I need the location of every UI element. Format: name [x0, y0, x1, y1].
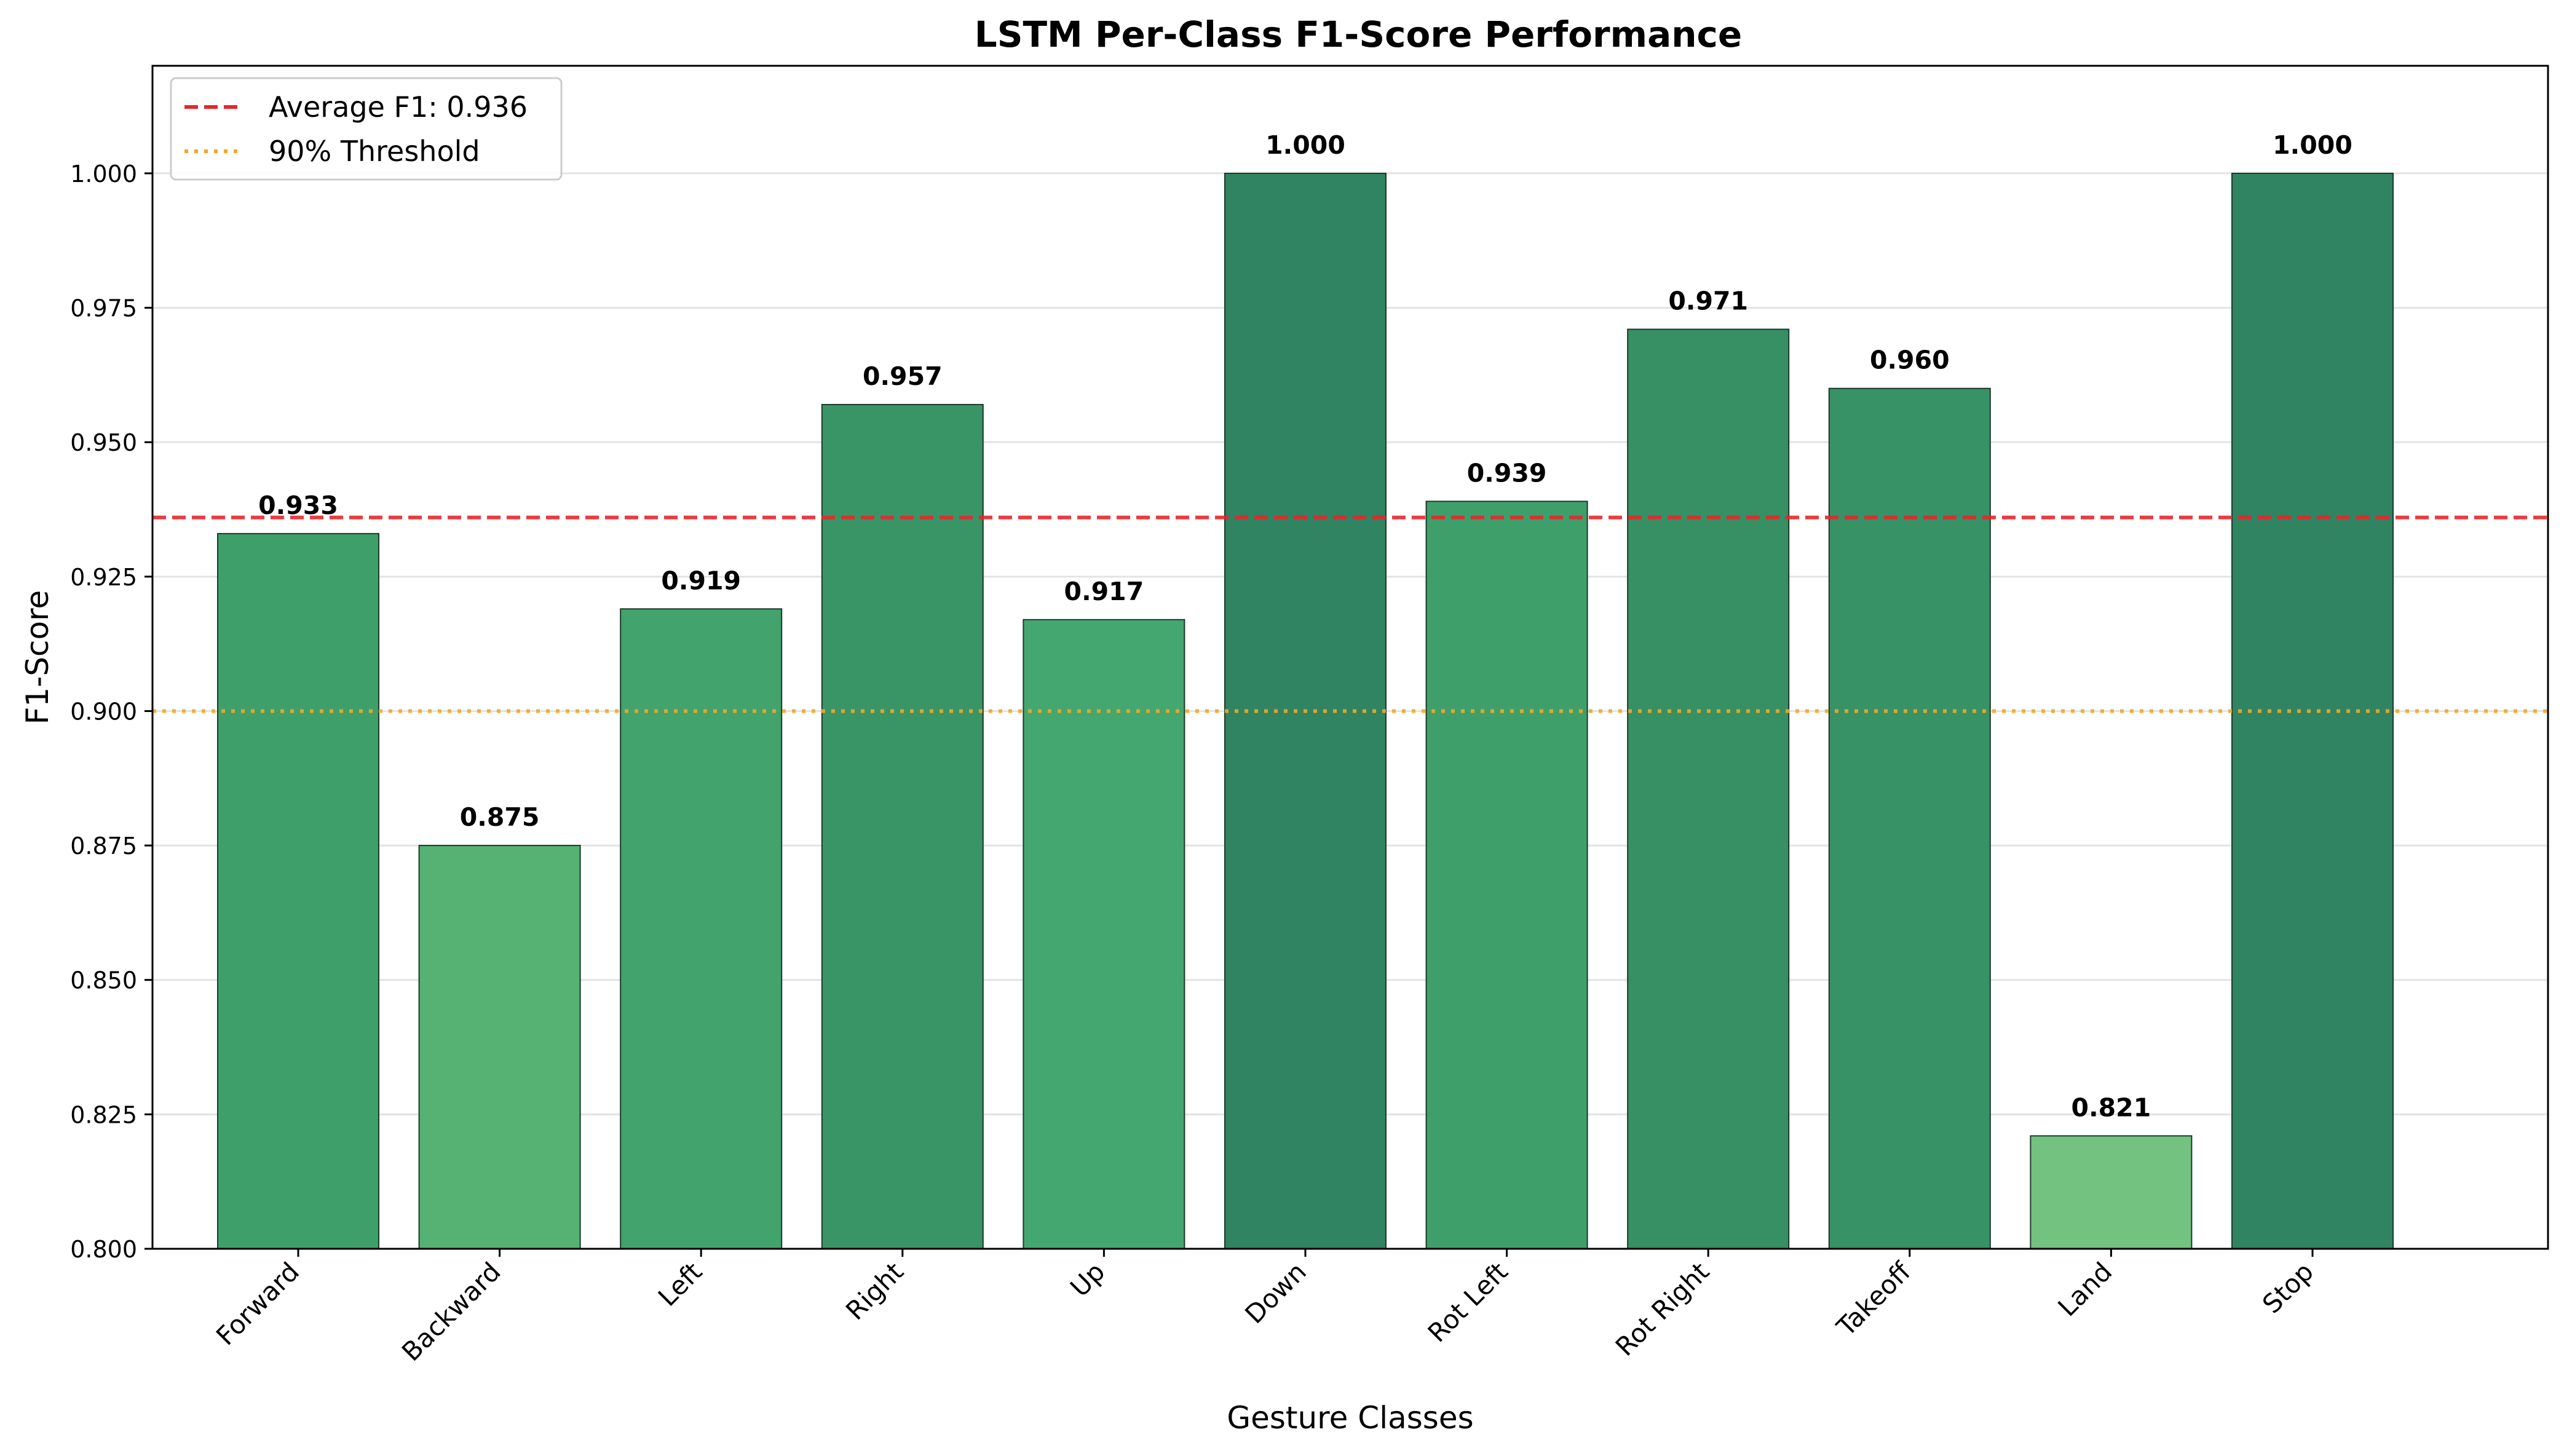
y-tick-label: 0.925	[70, 564, 137, 591]
bar-value-label: 0.939	[1467, 458, 1547, 488]
bar-up	[1023, 619, 1185, 1249]
legend: Average F1: 0.936 90% Threshold	[170, 77, 563, 181]
x-tick-label: Right	[840, 1256, 909, 1326]
y-tick-label: 0.875	[70, 833, 137, 860]
y-axis: 0.800 0.825 0.850 0.875 0.900 0.925 0.950 0.975…	[70, 160, 152, 1263]
y-tick-label: 1.000	[70, 160, 137, 188]
y-tick-label: 0.900	[70, 698, 137, 725]
legend-average-label: Average F1: 0.936	[269, 90, 528, 124]
bar-forward	[217, 532, 379, 1250]
x-tick-label: Rot Right	[1610, 1256, 1715, 1361]
bar-value-label: 0.821	[2071, 1093, 2151, 1122]
bar-value-label: 0.960	[1870, 346, 1950, 375]
bar-value-labels: 0.933 0.875 0.919 0.957 0.917 1.000 0.939 0.971…	[258, 130, 2352, 1122]
y-tick-label: 0.950	[70, 429, 137, 456]
bar-backward	[418, 845, 581, 1250]
y-tick-label: 0.825	[70, 1101, 137, 1128]
x-tick-label: Rot Left	[1422, 1256, 1514, 1348]
x-axis-label: Gesture Classes	[1227, 1400, 1473, 1436]
bar-left	[620, 608, 783, 1249]
bar-value-label: 1.000	[2273, 130, 2352, 160]
bar-value-label: 0.933	[258, 491, 338, 520]
y-tick-label: 0.975	[70, 295, 137, 322]
bar-land	[2030, 1135, 2193, 1249]
x-tick-label: Stop	[2257, 1256, 2319, 1319]
x-tick-label: Down	[1239, 1256, 1312, 1329]
x-tick-label: Takeoff	[1830, 1256, 1917, 1343]
x-tick-label: Backward	[396, 1256, 507, 1367]
x-tick-label: Forward	[210, 1256, 305, 1351]
plot-frame	[151, 65, 2549, 1250]
x-axis: Forward Backward Left Right Up Down Rot Left Ro…	[210, 1249, 2319, 1367]
y-tick-label: 0.800	[70, 1236, 137, 1263]
bar-value-label: 1.000	[1265, 130, 1345, 160]
legend-threshold-label: 90% Threshold	[269, 135, 480, 168]
bar-value-label: 0.957	[863, 362, 943, 391]
bar-right	[821, 403, 984, 1249]
bar-value-label: 0.917	[1064, 577, 1144, 606]
x-tick-label: Up	[1064, 1256, 1110, 1302]
bar-value-label: 0.971	[1668, 287, 1748, 316]
y-tick-label: 0.850	[70, 967, 137, 994]
chart-title: LSTM Per-Class F1-Score Performance	[975, 14, 1742, 55]
x-tick-label: Land	[2052, 1256, 2118, 1322]
bars	[217, 172, 2394, 1250]
bar-value-label: 0.919	[661, 566, 741, 595]
legend-box	[170, 77, 563, 181]
y-axis-label: F1-Score	[20, 590, 55, 725]
bar-value-label: 0.875	[460, 802, 540, 832]
bar-takeoff	[1828, 387, 1991, 1249]
bar-rot-right	[1627, 328, 1790, 1250]
x-tick-label: Left	[652, 1256, 708, 1312]
reference-lines	[152, 515, 2548, 713]
bar-rot-left	[1425, 501, 1588, 1249]
